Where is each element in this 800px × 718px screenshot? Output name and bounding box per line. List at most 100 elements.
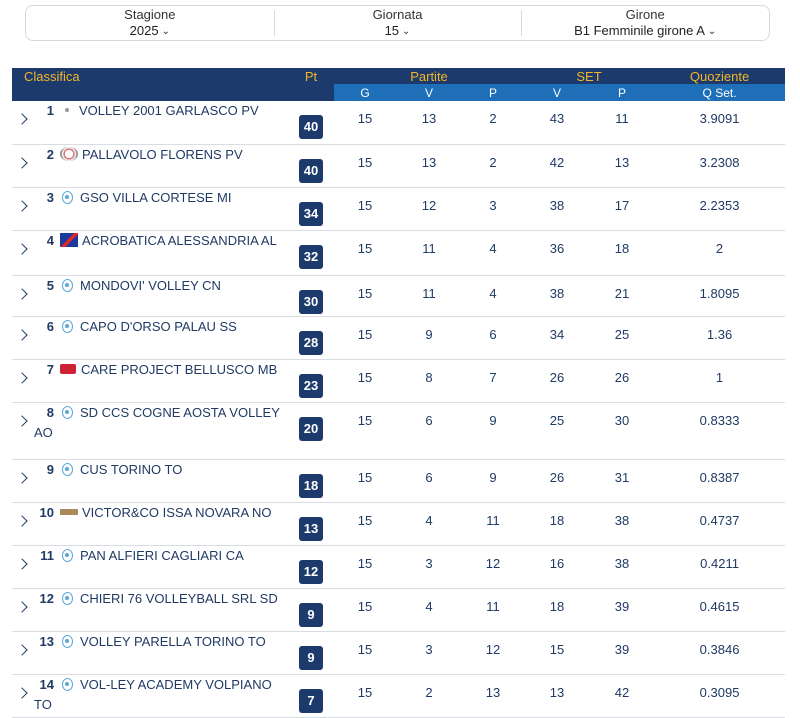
team-logo-icon: [60, 232, 78, 247]
team-cell: 10 VICTOR&CO ISSA NOVARA NO: [34, 502, 288, 546]
table-row[interactable]: 3 GSO VILLA CORTESE MI 34 15 12 3 38 17 2.2353: [12, 187, 786, 231]
chevron-right-icon[interactable]: [16, 242, 28, 255]
team-name[interactable]: PAN ALFIERI CAGLIARI CA: [80, 547, 244, 563]
set-quotient: 0.4615: [654, 588, 786, 632]
team-logo-icon: [62, 634, 73, 648]
expand-cell[interactable]: [12, 359, 34, 403]
position: 1: [46, 103, 54, 118]
points-badge: 18: [299, 473, 323, 498]
chevron-right-icon[interactable]: [16, 471, 28, 484]
points-cell: 23: [288, 359, 334, 403]
sets-lost: 38: [590, 502, 655, 546]
set-quotient: 0.4211: [654, 545, 786, 589]
team-name[interactable]: VOLLEY PARELLA TORINO TO: [80, 633, 266, 649]
set-quotient: 3.9091: [654, 101, 786, 145]
chevron-right-icon[interactable]: [16, 600, 28, 613]
games-won: 8: [396, 359, 462, 403]
table-row[interactable]: 10 VICTOR&CO ISSA NOVARA NO 13 15 4 11 18 38 0.4…: [12, 502, 786, 546]
girone-filter[interactable]: Girone B1 Femminile girone A ⌄: [521, 6, 769, 40]
expand-cell[interactable]: [12, 101, 34, 145]
points-badge: 28: [299, 330, 323, 355]
chevron-right-icon[interactable]: [16, 199, 28, 212]
team-name[interactable]: CUS TORINO TO: [80, 461, 183, 477]
expand-cell[interactable]: [12, 275, 34, 317]
table-row[interactable]: 4 ACROBATICA ALESSANDRIA AL 32 15 11 4 36 18 2: [12, 230, 786, 276]
team-name[interactable]: VICTOR&CO ISSA NOVARA NO: [82, 504, 272, 520]
chevron-right-icon[interactable]: [16, 113, 28, 125]
giornata-value[interactable]: 15: [384, 23, 400, 38]
chevron-right-icon[interactable]: [16, 514, 28, 527]
team-name[interactable]: CARE PROJECT BELLUSCO MB: [81, 361, 278, 377]
team-name[interactable]: CHIERI 76 VOLLEYBALL SRL SD: [80, 590, 278, 606]
games-won: 12: [396, 187, 462, 231]
chevron-right-icon[interactable]: [16, 686, 28, 699]
header-qset: Q Set.: [654, 84, 786, 101]
header-g: G: [334, 84, 396, 101]
table-row[interactable]: 6 CAPO D'ORSO PALAU SS 28 15 9 6 34 25 1.36: [12, 316, 786, 360]
giornata-filter[interactable]: Giornata 15 ⌄: [273, 6, 522, 40]
team-cell: 2 PALLAVOLO FLORENS PV: [34, 144, 288, 188]
table-row[interactable]: 9 CUS TORINO TO 18 15 6 9 26 31 0.8387: [12, 459, 786, 503]
team-name[interactable]: MONDOVI' VOLLEY CN: [80, 277, 221, 293]
table-row[interactable]: 11 PAN ALFIERI CAGLIARI CA 12 15 3 12 16 38 0.42…: [12, 545, 786, 589]
chevron-right-icon[interactable]: [16, 287, 28, 300]
chevron-down-icon[interactable]: ⌄: [161, 26, 170, 37]
games-won: 6: [396, 402, 462, 460]
expand-cell[interactable]: [12, 144, 34, 188]
chevron-right-icon[interactable]: [16, 557, 28, 570]
games-won: 13: [396, 101, 462, 145]
team-cell: 12 CHIERI 76 VOLLEYBALL SRL SD: [34, 588, 288, 632]
expand-cell[interactable]: [12, 631, 34, 675]
expand-cell[interactable]: [12, 230, 34, 276]
expand-cell[interactable]: [12, 402, 34, 460]
team-name[interactable]: SD CCS COGNE AOSTA VOLLEY AO: [34, 404, 280, 440]
points-cell: 34: [288, 187, 334, 231]
table-row[interactable]: 14 VOL-LEY ACADEMY VOLPIANO TO 7 15 2 13 13 42 0…: [12, 674, 786, 718]
set-quotient: 0.3095: [654, 674, 786, 718]
team-logo-icon: [62, 677, 73, 691]
team-name[interactable]: VOLLEY 2001 GARLASCO PV: [79, 103, 259, 118]
position: 12: [39, 590, 54, 606]
position: 10: [39, 504, 54, 520]
team-name[interactable]: GSO VILLA CORTESE MI: [80, 189, 232, 205]
table-row[interactable]: 12 CHIERI 76 VOLLEYBALL SRL SD 9 15 4 11 18 39 0…: [12, 588, 786, 632]
position: 6: [46, 318, 54, 334]
standings-table: Classifica Pt Partite SET Quoziente G V …: [12, 68, 786, 718]
games-lost: 9: [462, 402, 525, 460]
header-set-p: P: [590, 84, 655, 101]
stagione-filter[interactable]: Stagione 2025 ⌄: [26, 6, 274, 40]
table-row[interactable]: 7 CARE PROJECT BELLUSCO MB 23 15 8 7 26 26 1: [12, 359, 786, 403]
chevron-down-icon[interactable]: ⌄: [402, 26, 411, 37]
table-row[interactable]: 13 VOLLEY PARELLA TORINO TO 9 15 3 12 15 39 0.38…: [12, 631, 786, 675]
chevron-right-icon[interactable]: [16, 371, 28, 384]
games-won: 3: [396, 545, 462, 589]
chevron-right-icon[interactable]: [16, 643, 28, 656]
games-lost: 6: [462, 316, 525, 360]
expand-cell[interactable]: [12, 674, 34, 718]
table-row[interactable]: 8 SD CCS COGNE AOSTA VOLLEY AO 20 15 6 9 25 30 0…: [12, 402, 786, 460]
points-cell: 9: [288, 588, 334, 632]
expand-cell[interactable]: [12, 588, 34, 632]
chevron-right-icon[interactable]: [16, 414, 28, 427]
chevron-right-icon[interactable]: [16, 156, 28, 169]
chevron-right-icon[interactable]: [16, 328, 28, 341]
table-row[interactable]: 1 VOLLEY 2001 GARLASCO PV 40 15 13 2 43 11 3.909…: [12, 101, 786, 145]
team-name[interactable]: PALLAVOLO FLORENS PV: [82, 146, 243, 162]
girone-value[interactable]: B1 Femminile girone A: [574, 23, 705, 38]
chevron-down-icon[interactable]: ⌄: [707, 26, 717, 37]
table-row[interactable]: 2 PALLAVOLO FLORENS PV 40 15 13 2 42 13 3.2308: [12, 144, 786, 188]
team-name[interactable]: CAPO D'ORSO PALAU SS: [80, 318, 237, 334]
team-cell: 14 VOL-LEY ACADEMY VOLPIANO TO: [34, 674, 288, 718]
expand-cell[interactable]: [12, 459, 34, 503]
table-row[interactable]: 5 MONDOVI' VOLLEY CN 30 15 11 4 38 21 1.8095: [12, 275, 786, 317]
stagione-value[interactable]: 2025: [129, 23, 159, 38]
header-v: V: [396, 84, 462, 101]
team-name[interactable]: VOL-LEY ACADEMY VOLPIANO TO: [34, 676, 272, 712]
points-cell: 13: [288, 502, 334, 546]
expand-cell[interactable]: [12, 316, 34, 360]
expand-cell[interactable]: [12, 187, 34, 231]
expand-cell[interactable]: [12, 502, 34, 546]
girone-label: Girone: [625, 7, 665, 22]
expand-cell[interactable]: [12, 545, 34, 589]
team-name[interactable]: ACROBATICA ALESSANDRIA AL: [82, 232, 277, 248]
